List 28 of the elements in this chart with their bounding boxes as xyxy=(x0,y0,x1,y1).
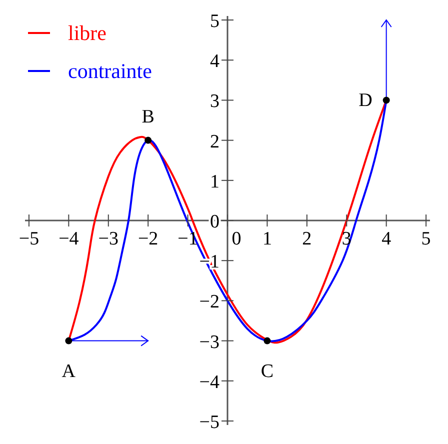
y-tick-label: 2 xyxy=(210,131,220,152)
y-tick-label: −5 xyxy=(199,412,220,433)
x-tick-label: 1 xyxy=(262,228,272,250)
x-tick-label: −3 xyxy=(98,228,118,250)
x-tick-label: −5 xyxy=(18,228,40,250)
y-tick-label: −2 xyxy=(199,292,220,313)
x-tick-label: 5 xyxy=(421,228,431,250)
x-tick-label: −2 xyxy=(138,228,158,250)
annotation: A xyxy=(62,360,76,382)
annotation: C xyxy=(260,360,274,382)
annotation: B xyxy=(142,106,154,128)
annotation: D xyxy=(358,90,372,112)
point xyxy=(382,96,390,104)
y-tick-label: −3 xyxy=(199,332,220,353)
point xyxy=(264,337,271,344)
legend-label: contrainte xyxy=(68,58,152,84)
point xyxy=(144,136,152,144)
legend-label: libre xyxy=(68,20,106,46)
x-tick-label: −4 xyxy=(58,228,80,250)
y-tick-label: 1 xyxy=(210,171,220,192)
y-tick-label: 3 xyxy=(210,91,220,112)
x-tick-label: 2 xyxy=(302,228,312,250)
y-tick-label: 4 xyxy=(210,51,220,72)
y-tick-label: 5 xyxy=(210,11,220,32)
x-tick-label: 4 xyxy=(382,228,392,250)
x-tick-label: 0 xyxy=(232,228,242,250)
point xyxy=(65,337,72,344)
y-tick-label: −4 xyxy=(199,372,220,393)
